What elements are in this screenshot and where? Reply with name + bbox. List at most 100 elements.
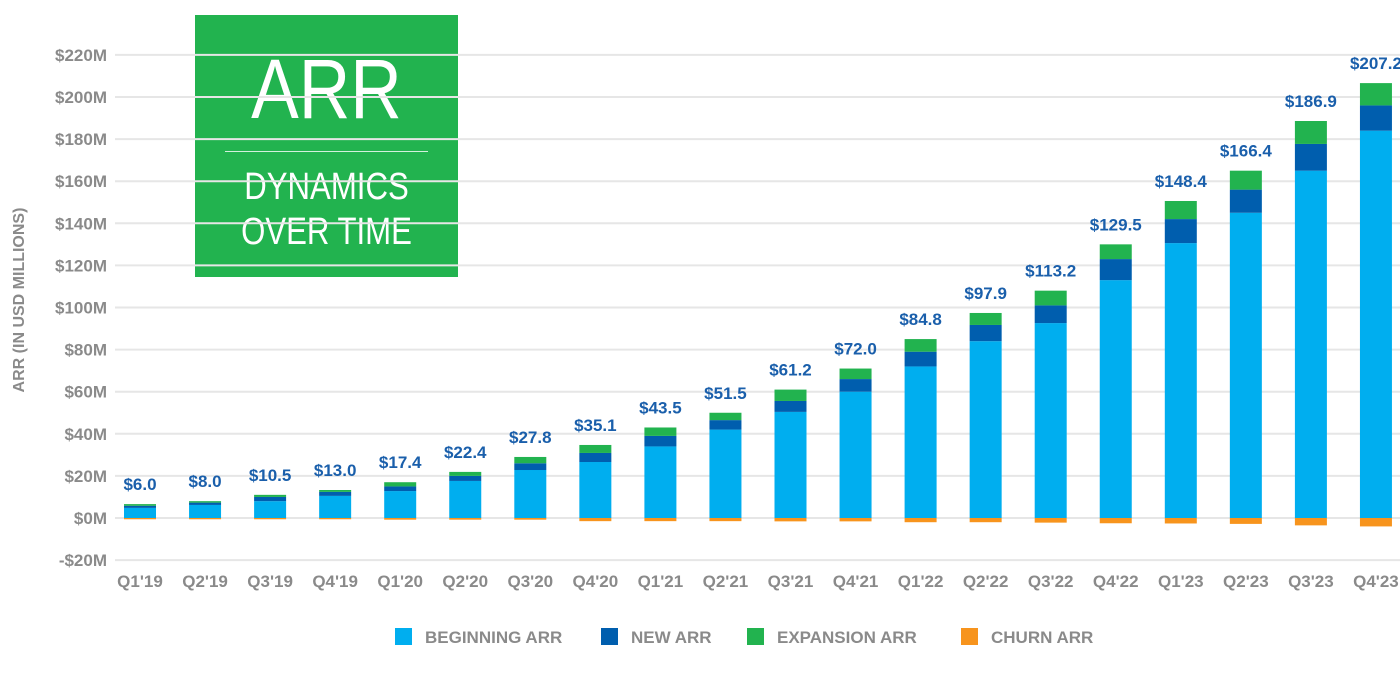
- x-tick-label: Q2'20: [442, 572, 488, 591]
- bar-segment-expansion-arr: [124, 504, 156, 506]
- bar-segment-churn-arr: [189, 518, 222, 520]
- legend-label: CHURN ARR: [991, 628, 1093, 647]
- bar-segment-churn-arr: [1099, 518, 1132, 524]
- y-tick-label: $60M: [64, 383, 107, 402]
- x-tick-label: Q3'23: [1288, 572, 1334, 591]
- bar-segment-new-arr: [319, 491, 352, 496]
- bar-segment-expansion-arr: [644, 427, 677, 436]
- bar-segment-beginning-arr: [1099, 280, 1132, 518]
- bar-segment-churn-arr: [579, 518, 612, 522]
- total-label: $17.4: [379, 453, 422, 472]
- y-tick-label: $120M: [55, 256, 107, 275]
- x-tick-label: Q3'21: [768, 572, 814, 591]
- total-label: $207.2: [1350, 54, 1400, 73]
- bar-segment-new-arr: [1229, 189, 1262, 213]
- total-label: $27.8: [509, 428, 552, 447]
- bar-segment-new-arr: [579, 452, 612, 463]
- bar-segment-new-arr: [254, 496, 287, 502]
- total-label: $6.0: [123, 475, 156, 494]
- bar-segment-new-arr: [449, 475, 482, 481]
- bar-segment-churn-arr: [384, 518, 417, 520]
- total-label: $148.4: [1155, 172, 1208, 191]
- x-tick-label: Q1'19: [117, 572, 163, 591]
- total-label: $97.9: [964, 284, 1007, 303]
- bar-segment-beginning-arr: [1229, 212, 1262, 518]
- bar-segment-beginning-arr: [189, 504, 222, 518]
- bar-segment-beginning-arr: [969, 341, 1002, 518]
- bar-segment-beginning-arr: [709, 429, 742, 518]
- bar-segment-new-arr: [1359, 105, 1392, 131]
- x-tick-label: Q4'22: [1093, 572, 1139, 591]
- bar-segment-beginning-arr: [449, 480, 482, 518]
- x-tick-label: Q1'23: [1158, 572, 1204, 591]
- bar-segment-churn-arr: [839, 518, 872, 522]
- bar-segment-expansion-arr: [1229, 170, 1262, 190]
- total-label: $8.0: [189, 472, 222, 491]
- legend-label: EXPANSION ARR: [777, 628, 917, 647]
- title-divider: [225, 151, 428, 152]
- title-sub-line1: DYNAMICS: [244, 166, 409, 208]
- legend-swatch: [747, 628, 764, 645]
- bar-segment-expansion-arr: [1359, 83, 1392, 106]
- bar-segment-churn-arr: [1359, 518, 1392, 527]
- bar-segment-beginning-arr: [254, 501, 287, 518]
- title-box: ARR DYNAMICS OVER TIME: [195, 15, 458, 277]
- bar-segment-expansion-arr: [1034, 290, 1067, 306]
- bar-segment-churn-arr: [449, 518, 482, 520]
- bar-segment-new-arr: [1099, 259, 1132, 281]
- bar-segment-churn-arr: [1294, 518, 1327, 526]
- bar-segment-expansion-arr: [1294, 120, 1327, 144]
- total-label: $129.5: [1090, 215, 1142, 234]
- x-tick-label: Q4'21: [833, 572, 879, 591]
- bar-segment-churn-arr: [1229, 518, 1262, 524]
- bar-segment-new-arr: [1164, 219, 1197, 244]
- y-tick-label: $40M: [64, 425, 107, 444]
- legend-swatch: [395, 628, 412, 645]
- y-tick-label: $20M: [64, 467, 107, 486]
- bar-segment-new-arr: [189, 502, 222, 505]
- bar-segment-new-arr: [1034, 305, 1067, 324]
- bar-segment-beginning-arr: [839, 391, 872, 518]
- bar-segment-beginning-arr: [1164, 243, 1197, 518]
- bar-segment-expansion-arr: [904, 339, 937, 352]
- bar-segment-expansion-arr: [839, 368, 872, 380]
- bar-segment-expansion-arr: [1099, 244, 1132, 260]
- bar-segment-churn-arr: [709, 518, 742, 522]
- bar-segment-beginning-arr: [384, 491, 417, 518]
- x-tick-label: Q4'23: [1353, 572, 1399, 591]
- bar-segment-new-arr: [384, 486, 417, 492]
- bar-segment-beginning-arr: [1359, 130, 1392, 518]
- x-tick-label: Q1'21: [638, 572, 684, 591]
- bar-segment-new-arr: [709, 420, 742, 430]
- x-tick-label: Q2'21: [703, 572, 749, 591]
- bar-segment-expansion-arr: [384, 482, 417, 487]
- y-tick-label: $160M: [55, 172, 107, 191]
- bar-segment-expansion-arr: [189, 501, 222, 503]
- y-tick-label: $140M: [55, 214, 107, 233]
- x-tick-label: Q3'19: [247, 572, 293, 591]
- total-label: $186.9: [1285, 92, 1337, 111]
- x-tick-label: Q2'22: [963, 572, 1009, 591]
- y-tick-label: $100M: [55, 299, 107, 318]
- y-tick-label: $80M: [64, 341, 107, 360]
- x-tick-label: Q4'20: [573, 572, 619, 591]
- bar-segment-churn-arr: [124, 518, 156, 520]
- x-tick-label: Q3'22: [1028, 572, 1074, 591]
- bar-segment-beginning-arr: [1294, 170, 1327, 519]
- bar-segment-expansion-arr: [514, 456, 547, 464]
- bar-segment-new-arr: [969, 324, 1002, 342]
- bar-segment-churn-arr: [514, 518, 547, 520]
- total-label: $72.0: [834, 340, 877, 359]
- bar-segment-churn-arr: [969, 518, 1002, 523]
- bar-segment-beginning-arr: [319, 495, 352, 518]
- total-label: $51.5: [704, 384, 747, 403]
- bar-segment-beginning-arr: [774, 411, 807, 518]
- x-tick-label: Q1'20: [377, 572, 423, 591]
- total-label: $13.0: [314, 461, 357, 480]
- total-label: $166.4: [1220, 142, 1273, 161]
- y-tick-label: $0M: [74, 509, 107, 528]
- total-label: $10.5: [249, 466, 292, 485]
- bar-segment-expansion-arr: [449, 471, 482, 476]
- bar-segment-expansion-arr: [579, 444, 612, 453]
- y-tick-label: $200M: [55, 88, 107, 107]
